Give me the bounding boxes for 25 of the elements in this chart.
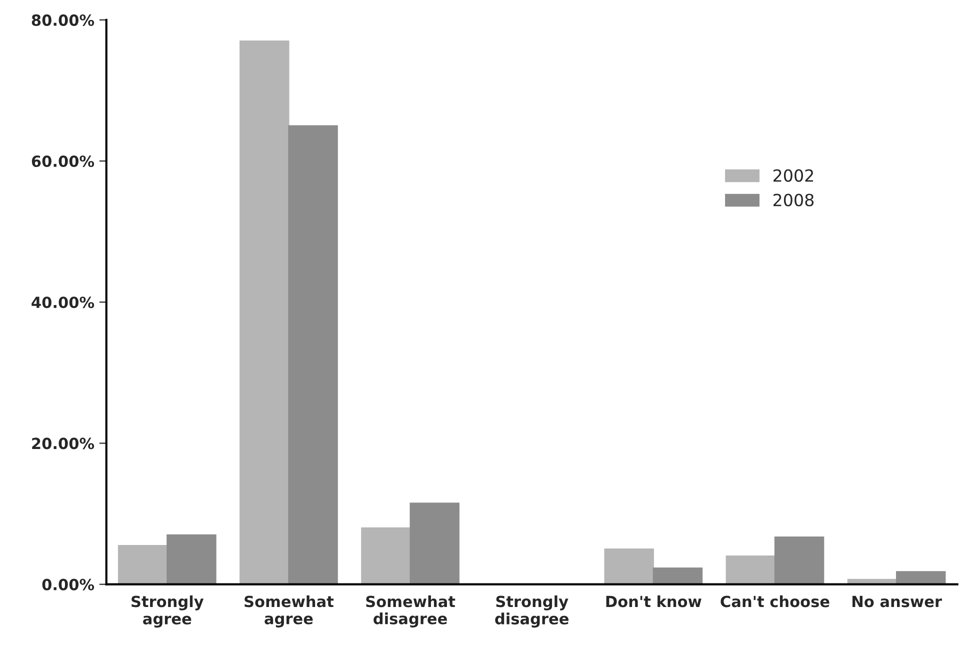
bar <box>240 40 290 584</box>
y-tick-label: 20.00% <box>32 438 94 450</box>
x-tick-label: Can't choose <box>720 595 830 608</box>
bar <box>410 502 460 584</box>
y-tick-label: 0.00% <box>42 578 94 590</box>
legend-label: 2008 <box>773 194 814 206</box>
bar <box>896 571 946 584</box>
y-tick-label: 80.00% <box>32 14 94 26</box>
bar <box>652 568 703 584</box>
x-tick-label: Somewhat disagree <box>366 595 456 628</box>
bar <box>288 125 338 584</box>
x-tick-label: Strongly disagree <box>495 595 568 628</box>
bar <box>726 556 776 584</box>
bar <box>604 548 654 584</box>
bar <box>774 536 824 584</box>
x-tick-label: Don't know <box>606 595 702 608</box>
legend-label: 2002 <box>773 169 814 182</box>
bar <box>166 534 216 584</box>
y-tick-label: 40.00% <box>32 296 94 308</box>
x-tick-label: Somewhat agree <box>244 595 334 628</box>
bar <box>361 527 411 584</box>
x-tick-label: Strongly agree <box>132 595 204 628</box>
x-tick-label: No answer <box>852 596 942 608</box>
y-tick-label: 60.00% <box>32 155 94 168</box>
bar <box>118 544 168 584</box>
